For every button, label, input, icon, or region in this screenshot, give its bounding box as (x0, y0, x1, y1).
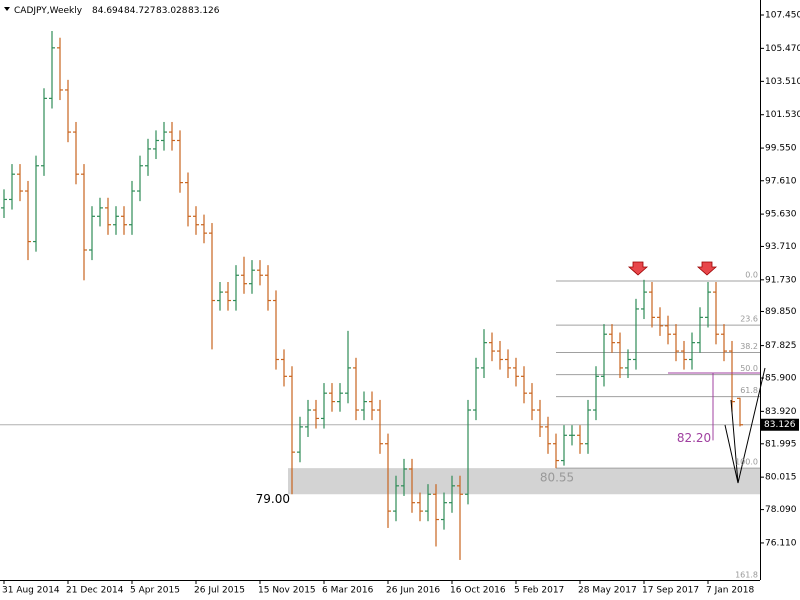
drawn-lines (724, 367, 766, 484)
menu-triangle[interactable] (4, 7, 10, 11)
x-tick-label: 28 May 2017 (578, 586, 637, 596)
chart-header: CADJPY,Weekly 84.694 84.727 83.028 83.12… (14, 6, 220, 16)
symbol: CADJPY,Weekly (14, 6, 83, 16)
last-low: 83.028 (156, 6, 188, 16)
support-zone (288, 468, 760, 495)
y-tick-label: 78.090 (765, 505, 797, 515)
x-tick-label: 15 Nov 2015 (258, 586, 316, 596)
y-tick-label: 87.825 (765, 341, 797, 351)
last-open: 84.694 (92, 6, 124, 16)
x-tick-label: 31 Aug 2014 (2, 586, 60, 596)
zone-low-label: 79.00 (256, 492, 290, 506)
arrow (696, 261, 718, 276)
fib-label: 100.0 (735, 458, 758, 467)
y-tick-label: 76.110 (765, 538, 797, 548)
current-price-box (761, 418, 799, 431)
last-high: 84.727 (124, 6, 156, 16)
y-tick-label: 97.610 (765, 176, 797, 186)
x-tick-label: 5 Apr 2015 (130, 586, 180, 596)
x-tick-label: 5 Feb 2017 (514, 586, 564, 596)
y-tick-label: 101.530 (765, 110, 800, 120)
y-tick-label: 93.710 (765, 242, 797, 252)
current-price-label: 83.126 (764, 420, 796, 430)
y-tick-label: 105.470 (765, 44, 800, 54)
x-tick-label: 6 Mar 2016 (322, 586, 374, 596)
fib-label: 38.2 (740, 342, 758, 351)
last-close: 83.126 (188, 6, 220, 16)
y-tick-label: 83.920 (765, 407, 797, 417)
fib-label: 61.8 (740, 386, 758, 395)
x-tick-label: 26 Jul 2015 (194, 586, 245, 596)
y-tick-label: 103.510 (765, 77, 800, 87)
y-tick-label: 95.630 (765, 210, 797, 220)
plot-area (0, 30, 760, 560)
y-tick-label: 99.550 (765, 144, 797, 154)
x-tick-label: 21 Dec 2014 (66, 586, 124, 596)
y-tick-label: 107.450 (765, 10, 800, 20)
measure-label: 82.20 (677, 431, 711, 445)
x-tick-label: 26 Jun 2016 (386, 586, 440, 596)
y-tick-label: 89.850 (765, 307, 797, 317)
y-tick-label: 80.015 (765, 473, 797, 483)
fib-label: 50.0 (740, 364, 758, 373)
y-tick-label: 91.730 (765, 275, 797, 285)
fib-label: 161.8 (735, 571, 758, 580)
y-tick-label: 85.900 (765, 374, 797, 384)
x-tick-label: 17 Sep 2017 (642, 586, 699, 596)
y-tick-label: 81.995 (765, 439, 797, 449)
x-tick-label: 16 Oct 2016 (450, 586, 506, 596)
x-tick-label: 7 Jan 2018 (706, 586, 754, 596)
fib-label: 0.0 (745, 270, 758, 279)
arrow (627, 261, 649, 276)
zone-high-label: 80.55 (540, 471, 574, 485)
fib-label: 23.6 (740, 315, 758, 324)
